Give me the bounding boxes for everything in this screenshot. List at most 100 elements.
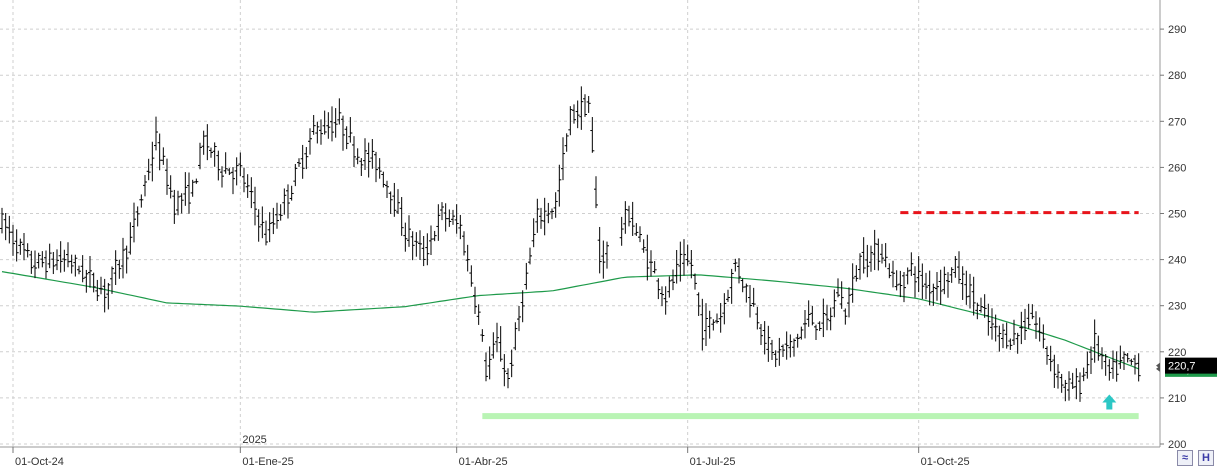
- ohlc-bar: [267, 212, 272, 243]
- ohlc-bar: [506, 368, 510, 389]
- ohlc-bar: [205, 124, 210, 161]
- ohlc-bar: [403, 222, 408, 252]
- ohlc-bar: [209, 147, 213, 158]
- ohlc-bar: [1048, 345, 1053, 372]
- ohlc-bar: [407, 215, 411, 247]
- ohlc-bar: [11, 224, 15, 256]
- ohlc-bar: [304, 147, 309, 170]
- ohlc-bar: [410, 231, 415, 261]
- ohlc-bar: [352, 136, 356, 167]
- ohlc-bar: [128, 222, 133, 255]
- ohlc-bar: [920, 263, 925, 300]
- ohlc-bar: [1063, 379, 1068, 402]
- ohlc-bar: [1081, 367, 1086, 382]
- ohlc-bar: [715, 313, 719, 324]
- ohlc-bar: [73, 254, 78, 277]
- last-price-badge-bg: [1165, 357, 1217, 374]
- ohlc-bar: [649, 250, 653, 277]
- ohlc-bar: [979, 297, 983, 313]
- ohlc-bar: [502, 354, 507, 387]
- ohlc-bar: [469, 265, 474, 287]
- ohlc-bar: [1023, 308, 1027, 340]
- ohlc-bar: [718, 302, 723, 333]
- ohlc-bar: [1012, 319, 1016, 346]
- ohlc-bar: [29, 250, 34, 274]
- ohlc-bar: [58, 241, 63, 273]
- ohlc-bar: [938, 269, 943, 305]
- ohlc-bar: [91, 272, 96, 293]
- ohlc-bar: [755, 306, 760, 330]
- x-axis: 01-Oct-24 01-Ene-25 01-Abr-25 01-Jul-25 01-O…: [12, 434, 970, 468]
- ohlc-bar: [509, 349, 514, 378]
- ohlc-bar: [330, 106, 334, 142]
- ohlc-bar: [220, 166, 224, 188]
- ohlc-bar: [1030, 304, 1035, 320]
- ohlc-bar: [333, 108, 338, 138]
- y-tick-label: 230: [1168, 301, 1186, 313]
- ohlc-bar: [685, 244, 690, 266]
- ohlc-bar: [348, 117, 353, 143]
- x-tick-label: 01-Oct-24: [15, 456, 64, 468]
- ohlc-bar: [275, 202, 279, 229]
- ohlc-bar: [18, 238, 23, 255]
- ohlc-bar: [110, 266, 114, 294]
- ohlc-bar: [3, 212, 8, 241]
- ohlc-bar: [964, 270, 969, 305]
- zoom-icon[interactable]: ≈: [1177, 450, 1193, 466]
- ohlc-bar: [766, 325, 771, 362]
- ohlc-bar: [579, 86, 584, 130]
- y-tick-label: 290: [1168, 24, 1186, 36]
- ohlc-bar: [146, 158, 151, 181]
- up-arrow-icon: [1102, 394, 1117, 410]
- ohlc-bar: [517, 306, 521, 332]
- ohlc-bar: [733, 258, 738, 272]
- ohlc-bar: [836, 278, 840, 298]
- ohlc-bar: [377, 158, 382, 179]
- ohlc-bar: [832, 289, 837, 318]
- ohlc-bar: [187, 172, 191, 214]
- ohlc-bar: [869, 245, 873, 272]
- ohlc-bar: [44, 250, 48, 279]
- ohlc-bar: [385, 180, 389, 199]
- ohlc-bar: [396, 189, 400, 214]
- ohlc-bar: [861, 237, 866, 274]
- ohlc-bar: [597, 226, 602, 274]
- ohlc-bar: [513, 322, 518, 351]
- ohlc-bar: [814, 324, 818, 341]
- ohlc-bar: [168, 175, 173, 199]
- ohlc-bar: [1096, 335, 1101, 361]
- ohlc-bar: [143, 174, 147, 197]
- ohlc-bar: [850, 263, 855, 303]
- ohlc-bar: [993, 314, 998, 342]
- ohlc-bar: [858, 253, 862, 280]
- ohlc-bar: [667, 276, 672, 298]
- ohlc-bar: [319, 119, 323, 145]
- ohlc-bar: [216, 150, 221, 181]
- ohlc-bar: [1136, 353, 1141, 382]
- ohlc-bar: [88, 255, 92, 288]
- ohlc-bar: [1114, 351, 1119, 382]
- ohlc-bar: [388, 191, 393, 214]
- ohlc-bar: [234, 157, 239, 186]
- ohlc-bar: [465, 244, 470, 272]
- ohlc-bar: [982, 294, 987, 318]
- ohlc-bar: [627, 205, 631, 227]
- moving-average-line: [1, 271, 1139, 370]
- ohlc-bar: [1070, 372, 1075, 390]
- history-icon[interactable]: H: [1198, 450, 1214, 466]
- ohlc-bar: [77, 265, 81, 275]
- ohlc-bar: [293, 163, 298, 187]
- ohlc-bar: [568, 106, 573, 136]
- ohlc-bar: [696, 292, 701, 316]
- ohlc-bar: [462, 231, 466, 256]
- x-year-label: 2025: [242, 434, 266, 446]
- ohlc-bar: [564, 133, 569, 152]
- ohlc-bar: [1045, 346, 1049, 365]
- ohlc-bar: [572, 104, 576, 124]
- ohlc-bar: [176, 190, 180, 216]
- ohlc-bar: [51, 251, 56, 275]
- ohlc-bar: [605, 241, 609, 269]
- support-zone-layer: [482, 413, 1139, 420]
